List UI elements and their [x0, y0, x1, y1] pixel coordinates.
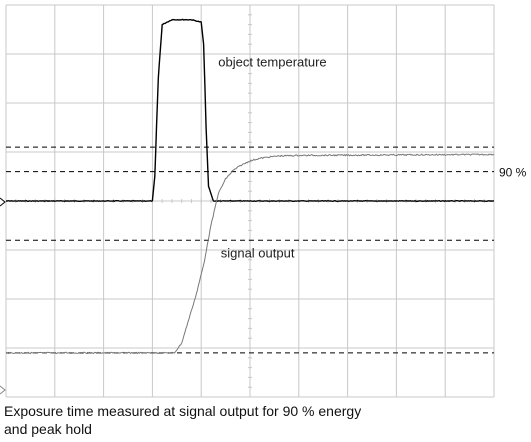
annotation-labels: object temperature signal output	[218, 54, 326, 260]
annotation-label: signal output	[221, 245, 295, 260]
series-line-object-temperature	[6, 18, 494, 203]
figure-caption: Exposure time measured at signal output …	[4, 402, 524, 438]
caption-line-2: and peak hold	[4, 421, 92, 437]
reference-lines: 90 %	[6, 146, 527, 354]
series-line-signal-output	[5, 153, 495, 355]
caption-line-1: Exposure time measured at signal output …	[4, 403, 362, 419]
oscilloscope-plot: 90 % object temperature signal output	[0, 4, 527, 398]
trace-marker	[0, 197, 6, 207]
series-group	[0, 18, 495, 395]
trace-marker	[0, 385, 6, 395]
reference-line-label: 90 %	[499, 166, 527, 180]
annotation-label: object temperature	[218, 54, 326, 69]
grid	[5, 4, 495, 398]
